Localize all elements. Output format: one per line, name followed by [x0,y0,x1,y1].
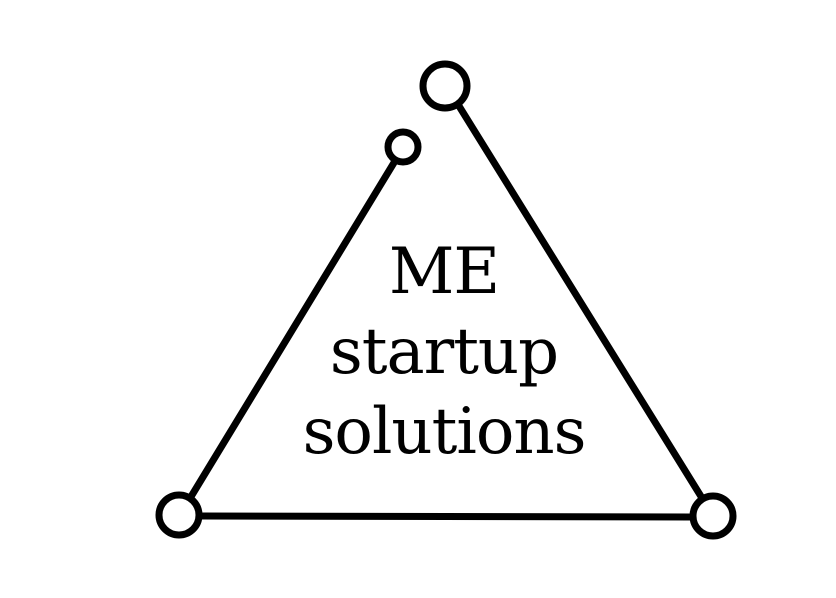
edge-bottom [197,512,695,521]
edge-right [455,102,706,502]
wordmark-line-1: ME [388,235,500,309]
node-top-small [384,128,422,166]
logo-wordmark: ME startup solutions [244,232,644,472]
node-bottom-right [689,492,737,540]
node-top-large [419,60,471,112]
wordmark-line-2: startup [329,315,559,389]
node-bottom-left [155,491,203,539]
edge-left [185,157,399,504]
wordmark-line-3: solutions [302,395,587,469]
